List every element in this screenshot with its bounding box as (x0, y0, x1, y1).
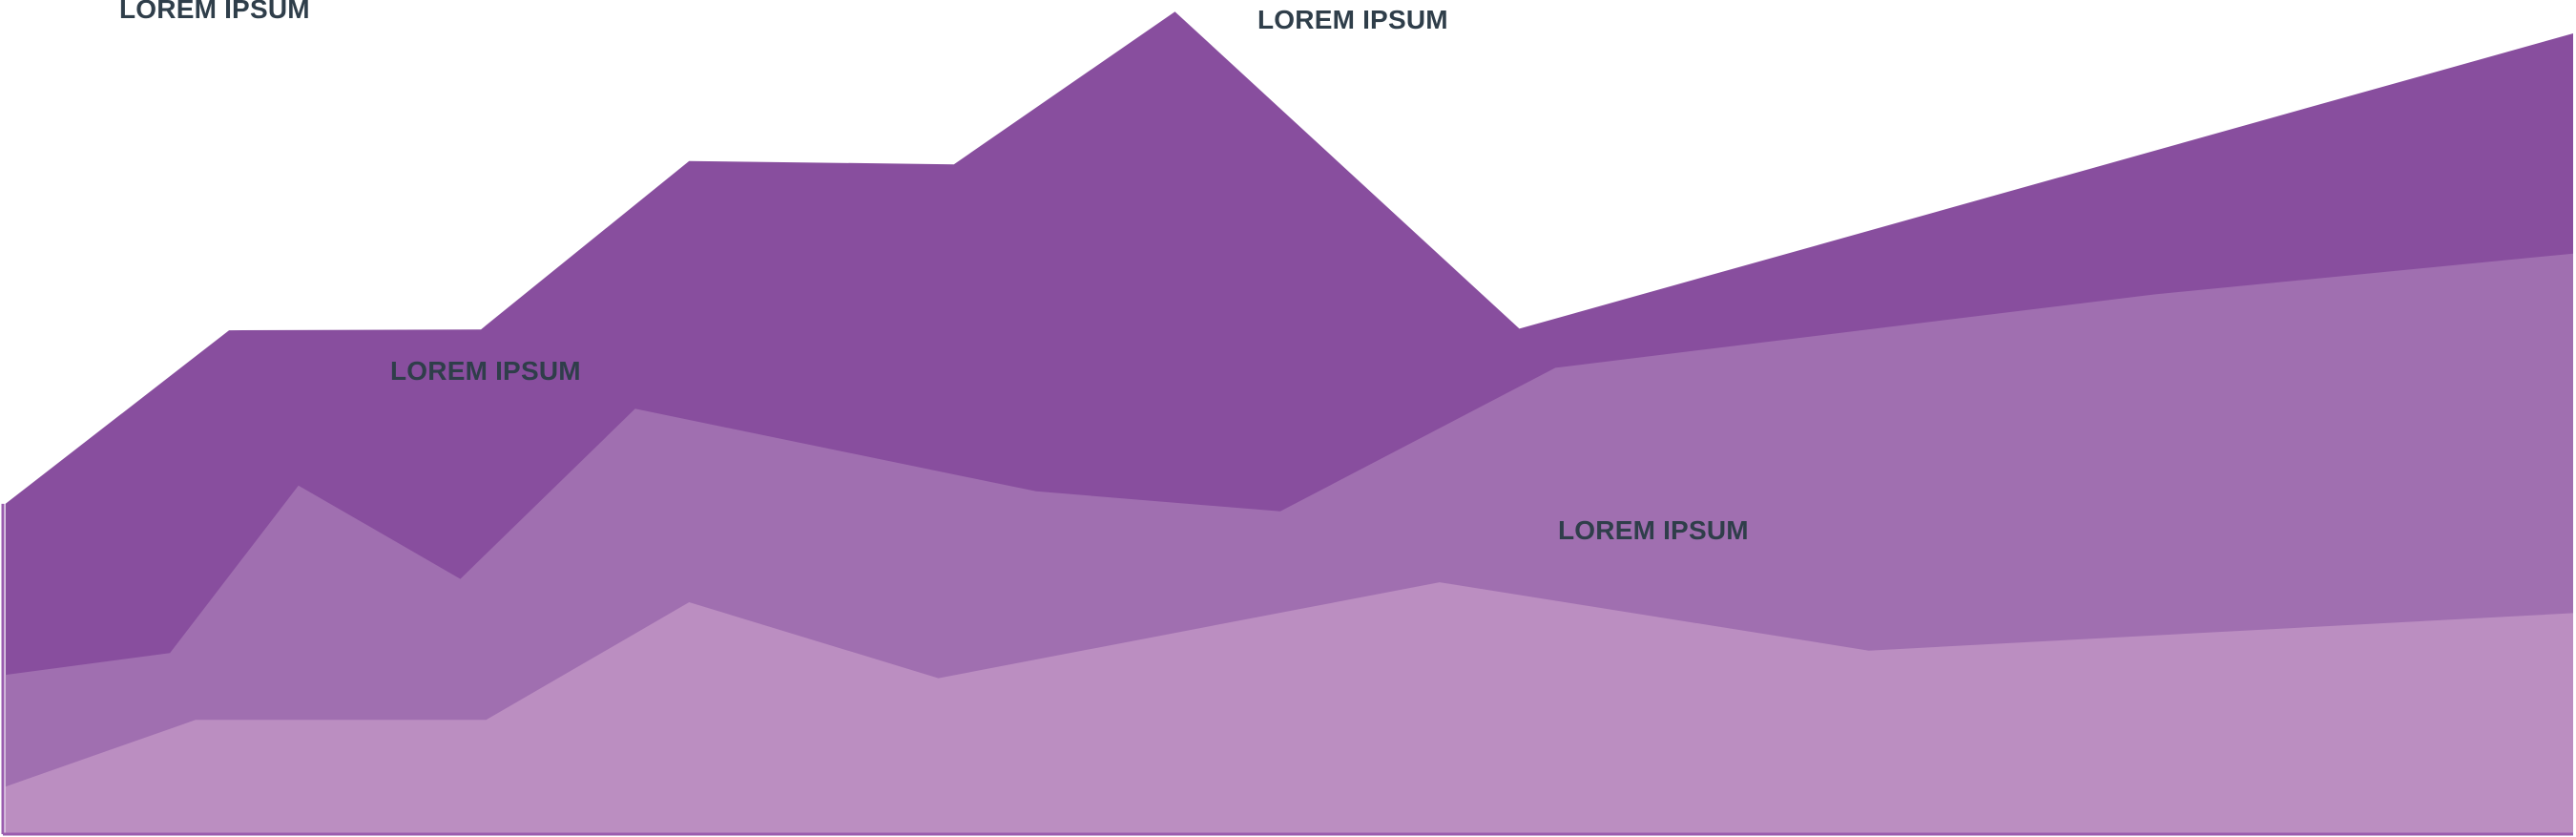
area-series-3 (5, 582, 2574, 834)
annotation-label-3: LOREM IPSUM (390, 356, 581, 386)
annotation-label-4: LOREM IPSUM (1558, 515, 1749, 545)
annotation-label-1: LOREM IPSUM (119, 0, 310, 24)
annotation-label-2: LOREM IPSUM (1257, 5, 1448, 34)
